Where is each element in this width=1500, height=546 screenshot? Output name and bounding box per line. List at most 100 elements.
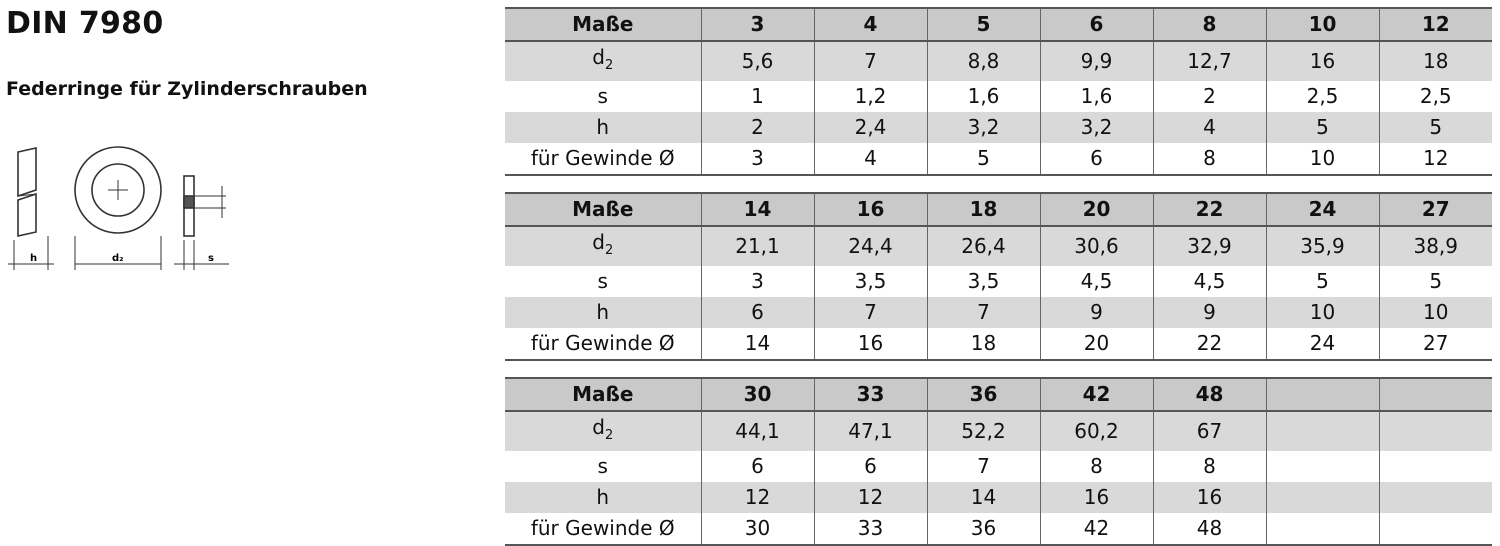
row-h: h 6 7 7 9 9 10 10	[505, 297, 1492, 328]
value-cell: 22	[1152, 328, 1266, 361]
value-cell: 9	[1039, 297, 1153, 328]
value-cell: 6	[813, 451, 927, 482]
size-header-cell: 14	[700, 192, 814, 227]
size-header-cell: 3	[700, 7, 814, 42]
value-cell: 8	[1152, 143, 1266, 176]
value-cell: 16	[1152, 482, 1266, 513]
row-label: d2	[505, 411, 701, 451]
value-cell: 18	[1378, 41, 1492, 81]
value-cell: 4	[1152, 112, 1266, 143]
size-header-cell: 42	[1039, 377, 1153, 412]
value-cell	[1378, 451, 1492, 482]
row-label: d2	[505, 226, 701, 266]
spring-washer-drawing: h d₂ s	[8, 146, 229, 270]
value-cell: 2	[1152, 81, 1266, 112]
size-header-cell: 20	[1039, 192, 1153, 227]
row-label-d: d	[592, 415, 605, 439]
value-cell: 3	[700, 143, 814, 176]
row-label: s	[597, 84, 608, 108]
size-header-cell: 27	[1378, 192, 1492, 227]
size-header-cell: 18	[926, 192, 1040, 227]
value-cell: 16	[1039, 482, 1153, 513]
value-cell: 18	[926, 328, 1040, 361]
column-header-label: Maße	[505, 192, 701, 227]
value-cell: 47,1	[813, 411, 927, 451]
value-cell: 4,5	[1039, 266, 1153, 297]
value-cell: 5	[926, 143, 1040, 176]
row-s: s 3 3,5 3,5 4,5 4,5 5 5	[505, 266, 1492, 297]
value-cell: 35,9	[1265, 226, 1379, 266]
value-cell: 5	[1378, 112, 1492, 143]
value-cell: 30,6	[1039, 226, 1153, 266]
row-s: s 1 1,2 1,6 1,6 2 2,5 2,5	[505, 81, 1492, 112]
value-cell: 3,2	[1039, 112, 1153, 143]
value-cell: 3,5	[813, 266, 927, 297]
value-cell: 10	[1378, 297, 1492, 328]
value-cell	[1265, 451, 1379, 482]
row-gewinde: für Gewinde Ø 30 33 36 42 48	[505, 513, 1492, 546]
value-cell: 30	[700, 513, 814, 546]
value-cell: 2	[700, 112, 814, 143]
row-d2: d2 5,6 7 8,8 9,9 12,7 16 18	[505, 41, 1492, 81]
size-header-cell: 22	[1152, 192, 1266, 227]
row-label-d: d	[592, 45, 605, 69]
size-header-cell: 10	[1265, 7, 1379, 42]
value-cell: 5	[1265, 266, 1379, 297]
size-header-cell: 5	[926, 7, 1040, 42]
value-cell: 7	[813, 41, 927, 81]
size-header-cell: 33	[813, 377, 927, 412]
row-gewinde: für Gewinde Ø 3 4 5 6 8 10 12	[505, 143, 1492, 176]
value-cell: 12	[700, 482, 814, 513]
size-header-cell	[1265, 377, 1379, 412]
row-label-subscript: 2	[604, 243, 614, 258]
value-cell: 1	[700, 81, 814, 112]
value-cell: 1,6	[926, 81, 1040, 112]
size-header-cell: 16	[813, 192, 927, 227]
column-header-label: Maße	[505, 377, 701, 412]
row-label-subscript: 2	[604, 58, 614, 73]
value-cell: 12	[813, 482, 927, 513]
value-cell: 1,2	[813, 81, 927, 112]
row-d2: d2 44,1 47,1 52,2 60,2 67	[505, 411, 1492, 451]
value-cell: 5	[1378, 266, 1492, 297]
value-cell	[1265, 482, 1379, 513]
value-cell: 24,4	[813, 226, 927, 266]
size-header-cell: 48	[1152, 377, 1266, 412]
value-cell: 8	[1152, 451, 1266, 482]
drawing-label-h: h	[30, 253, 37, 264]
value-cell: 5,6	[700, 41, 814, 81]
size-header-cell: 4	[813, 7, 927, 42]
size-header-cell: 12	[1378, 7, 1492, 42]
value-cell	[1378, 482, 1492, 513]
row-label: d2	[505, 41, 701, 81]
row-label: s	[597, 454, 608, 478]
value-cell: 32,9	[1152, 226, 1266, 266]
value-cell: 14	[926, 482, 1040, 513]
row-label: für Gewinde Ø	[505, 328, 701, 361]
value-cell: 2,5	[1378, 81, 1492, 112]
value-cell: 14	[700, 328, 814, 361]
dimension-table-2: Maße 14 16 18 20 22 24 27 d2 21,1 24,4 26,4 30,6 32,9…	[505, 192, 1492, 361]
value-cell: 7	[813, 297, 927, 328]
size-header-cell: 36	[926, 377, 1040, 412]
value-cell: 67	[1152, 411, 1266, 451]
value-cell: 9	[1152, 297, 1266, 328]
size-header-cell: 6	[1039, 7, 1153, 42]
row-label: h	[505, 297, 701, 328]
header-row: Maße 30 33 36 42 48	[505, 377, 1492, 412]
value-cell: 2,5	[1265, 81, 1379, 112]
value-cell: 6	[1039, 143, 1153, 176]
value-cell: 7	[926, 451, 1040, 482]
row-label: h	[505, 482, 701, 513]
row-label: s	[597, 269, 608, 293]
value-cell: 6	[700, 451, 814, 482]
value-cell: 16	[813, 328, 927, 361]
row-h: h 12 12 14 16 16	[505, 482, 1492, 513]
row-label: für Gewinde Ø	[505, 143, 701, 176]
dimension-table-3: Maße 30 33 36 42 48 d2 44,1 47,1 52,2 60,2 67 s 6 6 7 8 8…	[505, 377, 1492, 546]
value-cell: 60,2	[1039, 411, 1153, 451]
row-label: h	[505, 112, 701, 143]
value-cell: 20	[1039, 328, 1153, 361]
page-subtitle: Federringe für Zylinderschrauben	[6, 78, 368, 100]
